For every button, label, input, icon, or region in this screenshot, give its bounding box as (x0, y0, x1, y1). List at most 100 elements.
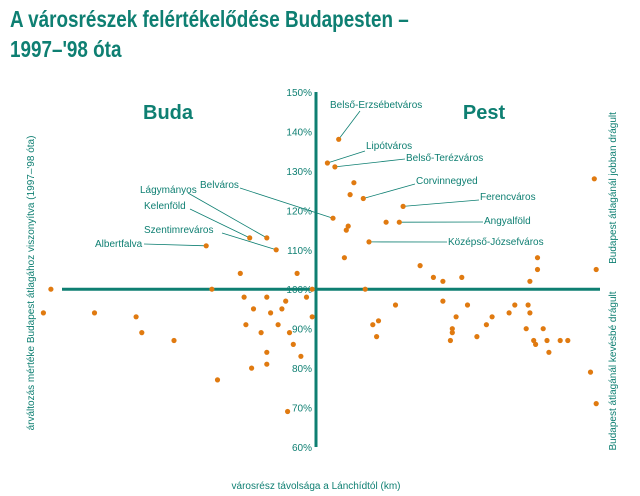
data-point (523, 326, 529, 332)
y-tick-label: 150% (286, 88, 312, 99)
data-point (309, 314, 315, 320)
data-point (544, 337, 550, 344)
data-point (171, 337, 177, 344)
leader-line (363, 183, 416, 199)
data-point (347, 192, 353, 198)
point-label: Albertfalva (95, 239, 143, 250)
leader-line (338, 110, 361, 140)
point-label: Középső-Józsefváros (448, 237, 544, 248)
data-point (375, 318, 382, 324)
point-label: Angyalföld (484, 216, 531, 227)
data-point (383, 219, 389, 225)
data-point (264, 361, 270, 367)
data-point (489, 314, 495, 320)
leader-line (403, 199, 480, 207)
data-point (360, 195, 366, 202)
data-point (290, 341, 296, 347)
data-point (332, 164, 338, 170)
data-point (214, 377, 221, 383)
point-label: Szentimreváros (144, 225, 213, 236)
leader-line (327, 150, 366, 164)
data-point (459, 274, 465, 280)
y-tick-label: 110% (287, 246, 312, 257)
data-point (527, 278, 533, 284)
leader-line (239, 187, 334, 219)
leader-line (143, 243, 207, 247)
point-label: Lipótváros (366, 141, 412, 152)
data-point (237, 270, 243, 276)
data-point (531, 337, 537, 344)
data-point (374, 334, 380, 340)
y-tick-labels: 60% 70% 80% 90% 100% 110% 120% 130% 140% 150% (286, 88, 312, 454)
data-point (283, 298, 289, 304)
side-label-pest: Pest (463, 102, 506, 124)
data-point (264, 349, 270, 355)
data-point (286, 330, 293, 336)
side-label-buda: Buda (143, 102, 194, 124)
data-point (294, 270, 300, 276)
data-point (91, 310, 98, 316)
data-point (268, 310, 274, 316)
label-leader-lines (143, 110, 484, 251)
data-point (298, 353, 304, 359)
data-point (250, 306, 257, 312)
chart-title-line1: A városrészek felértékelődése Budapesten… (10, 6, 409, 32)
chart-axes (62, 92, 600, 447)
data-point (343, 227, 349, 233)
data-point (546, 349, 552, 355)
data-point (243, 322, 249, 328)
data-point (392, 302, 399, 308)
data-point (447, 337, 453, 344)
data-point (336, 136, 342, 142)
leader-line (189, 208, 250, 239)
data-point (258, 330, 264, 336)
data-point (133, 314, 139, 320)
data-point (593, 401, 599, 407)
point-label: Kelenföld (144, 201, 186, 212)
data-point (512, 302, 518, 308)
data-point (453, 314, 459, 320)
data-point (241, 294, 247, 300)
data-point (330, 215, 336, 221)
y-tick-label: 130% (286, 167, 312, 178)
point-label: Corvinnegyed (416, 176, 478, 187)
data-point (565, 337, 571, 344)
point-label: Belváros (200, 180, 239, 191)
y-tick-label: 140% (286, 127, 312, 138)
data-point (351, 180, 357, 186)
y-tick-label: 70% (292, 404, 312, 415)
data-point (309, 286, 315, 292)
y-tick-label: 60% (292, 443, 312, 454)
data-point (464, 302, 471, 308)
data-point (203, 243, 209, 249)
data-point (474, 334, 480, 340)
data-point (525, 302, 531, 308)
data-point (449, 330, 455, 336)
data-point (483, 322, 489, 328)
data-point (366, 239, 372, 245)
y-tick-label: 120% (286, 206, 312, 217)
y-tick-label: 80% (292, 364, 312, 375)
data-point (534, 255, 541, 261)
data-point (506, 310, 512, 316)
point-label: Lágymányos (140, 185, 197, 196)
leader-line (334, 158, 406, 168)
data-points (40, 136, 599, 415)
data-point (527, 310, 533, 316)
leader-line (187, 192, 267, 239)
point-label: Ferencváros (480, 192, 536, 203)
data-point (593, 266, 599, 273)
data-point (264, 294, 270, 300)
data-point (345, 223, 351, 229)
chart-title-line2: 1997–'98 óta (10, 36, 122, 62)
data-point (449, 326, 455, 332)
data-point (139, 330, 145, 336)
data-point (324, 160, 330, 166)
data-point (440, 278, 446, 284)
data-point (341, 255, 347, 261)
data-point (400, 203, 406, 209)
data-point (533, 341, 539, 347)
data-point (534, 266, 541, 273)
point-label: Belső-Terézváros (406, 153, 483, 164)
